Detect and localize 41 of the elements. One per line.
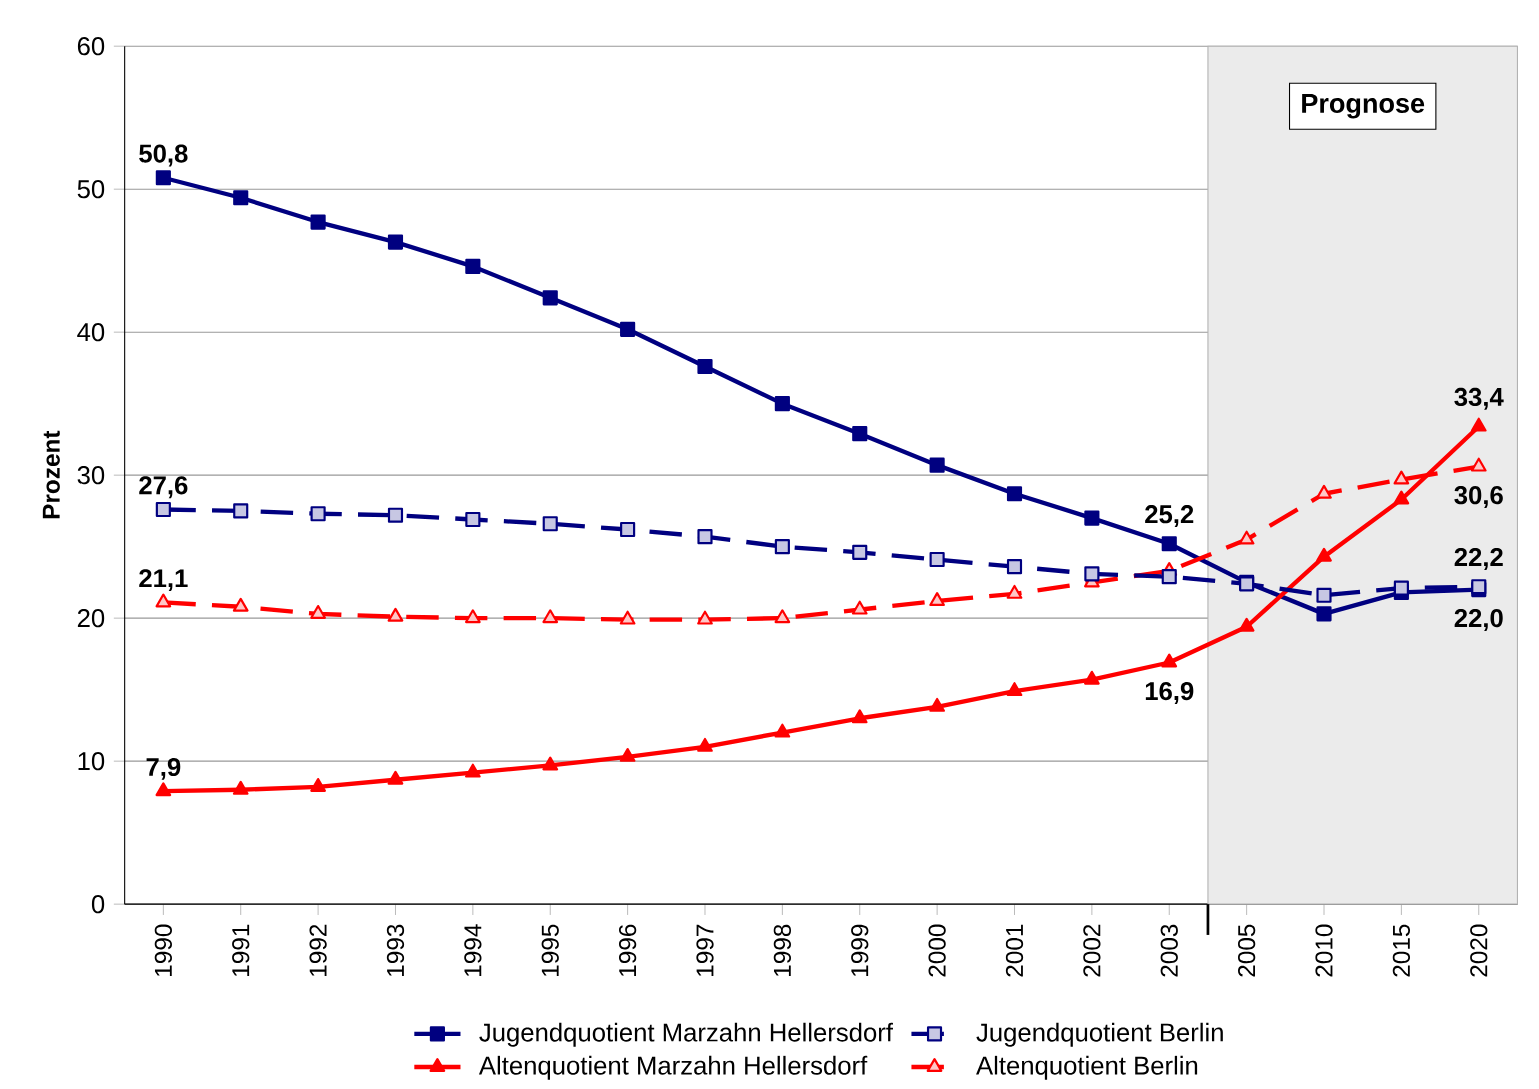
data-label: 25,2 xyxy=(1145,505,1194,528)
x-tick-label: 1995 xyxy=(541,924,559,976)
x-tick-label: 2003 xyxy=(1160,924,1178,977)
data-label: 22,0 xyxy=(1454,609,1503,632)
y-axis-title: Prozent xyxy=(42,430,60,519)
x-tick-label: 1996 xyxy=(618,924,637,976)
x-tick-label: 2001 xyxy=(1005,924,1024,977)
y-tick-label: 20 xyxy=(77,609,105,628)
data-label: 50,8 xyxy=(139,144,188,167)
x-tick-label: 1994 xyxy=(464,924,482,976)
x-tick-label: 1999 xyxy=(851,924,869,976)
y-tick-label: 50 xyxy=(77,180,105,199)
x-tick-label: 2002 xyxy=(1083,924,1101,977)
data-label: 22,2 xyxy=(1454,548,1503,571)
x-tick-label: 2000 xyxy=(928,924,946,977)
x-tick-label: 2020 xyxy=(1470,924,1488,977)
data-label: 33,4 xyxy=(1454,387,1504,410)
x-tick-label: 1991 xyxy=(232,924,250,976)
x-tick-label: 1993 xyxy=(386,924,405,976)
legend-label: Altenquotient Marzahn Hellersdorf xyxy=(478,1055,868,1080)
x-tick-label: 2005 xyxy=(1238,924,1256,977)
y-tick-label: 30 xyxy=(77,466,105,485)
data-label: 27,6 xyxy=(139,476,188,499)
data-label: 7,9 xyxy=(146,757,181,780)
legend-label: Jugendquotient Berlin xyxy=(976,1022,1223,1047)
y-tick-label: 40 xyxy=(77,323,105,342)
x-tick-label: 2010 xyxy=(1315,924,1333,977)
y-tick-label: 0 xyxy=(91,895,105,914)
x-tick-label: 1990 xyxy=(154,924,172,976)
x-tick-label: 1998 xyxy=(773,924,791,976)
legend-label: Altenquotient Berlin xyxy=(976,1055,1198,1080)
data-label: 16,9 xyxy=(1145,682,1194,704)
band-label: Prognose xyxy=(1302,94,1425,119)
legend-label: Jugendquotient Marzahn Hellersdorf xyxy=(479,1022,893,1047)
x-tick-label: 1997 xyxy=(696,924,714,976)
data-label: 30,6 xyxy=(1454,486,1503,509)
y-tick-label: 10 xyxy=(78,752,105,771)
x-tick-label: 1992 xyxy=(309,924,327,976)
y-tick-label: 60 xyxy=(77,37,105,56)
data-label: 21,1 xyxy=(139,569,188,592)
x-tick-label: 2015 xyxy=(1392,924,1411,977)
